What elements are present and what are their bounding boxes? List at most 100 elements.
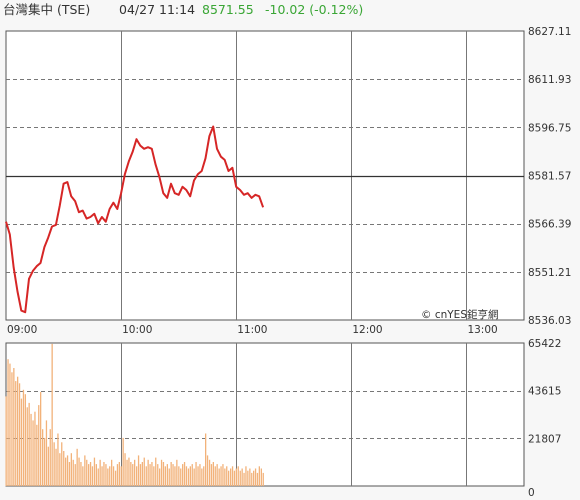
volume-bar	[68, 462, 71, 486]
volume-bar	[47, 446, 49, 486]
volume-bar	[118, 462, 120, 486]
volume-bar	[74, 464, 76, 486]
volume-bar	[180, 468, 182, 486]
volume-bar	[122, 437, 124, 486]
volume-bar	[43, 437, 46, 486]
volume-bar	[30, 413, 32, 486]
y-tick-label: 8596.75	[528, 122, 571, 134]
volume-bar	[65, 457, 67, 486]
volume-bar	[172, 464, 174, 486]
volume-bar	[193, 468, 195, 486]
volume-bar	[49, 429, 51, 486]
volume-bar	[109, 466, 111, 486]
volume-bar	[128, 457, 130, 486]
volume-bar	[91, 466, 94, 486]
volume-y-tick-label: 21807	[528, 433, 561, 445]
volume-bar	[42, 429, 44, 486]
volume-bar	[76, 448, 78, 486]
volume-bar	[45, 420, 48, 486]
volume-bar	[178, 466, 180, 486]
volume-bar	[61, 442, 63, 486]
volume-bar	[11, 372, 13, 486]
volume-bar	[57, 433, 59, 486]
volume-bar	[59, 453, 61, 486]
volume-bar	[183, 462, 186, 486]
volume-bar	[101, 466, 103, 486]
volume-bar	[15, 381, 17, 486]
volume-bar	[139, 464, 142, 486]
index-title: 台灣集中 (TSE)	[3, 2, 91, 17]
volume-bar	[206, 455, 209, 486]
volume-bar	[220, 466, 222, 486]
volume-bar	[88, 464, 90, 486]
volume-bar	[93, 457, 96, 486]
volume-bar	[164, 466, 166, 486]
y-tick-label: 8566.39	[528, 219, 571, 231]
volume-bar	[86, 459, 88, 486]
price-panel: 09:00 10:00 11:00 12:00 13:00 8627.11 8611.93 8…	[5, 26, 571, 336]
volume-bar	[162, 462, 165, 486]
volume-bar	[143, 457, 145, 486]
volume-bar	[176, 459, 178, 486]
volume-bar	[222, 464, 224, 486]
volume-bar	[203, 466, 205, 486]
price-plot-area	[5, 30, 525, 321]
x-tick-label: 09:00	[7, 324, 37, 336]
volume-bar	[258, 466, 260, 486]
volume-y-tick-label: 43615	[528, 386, 561, 398]
volume-bar	[72, 459, 74, 486]
volume-bar	[199, 464, 201, 486]
volume-bar	[231, 466, 234, 486]
volume-bar	[149, 464, 151, 486]
volume-bar	[191, 464, 193, 486]
volume-bar	[254, 468, 257, 486]
volume-bar	[95, 464, 97, 486]
volume-bar	[99, 459, 101, 486]
volume-bar	[253, 470, 255, 486]
volume-bar	[245, 466, 247, 486]
last-price: 8571.55	[202, 2, 254, 17]
volume-bar	[210, 464, 213, 486]
volume-bar	[228, 470, 230, 486]
volume-bar	[114, 470, 117, 486]
y-tick-label: 8581.57	[528, 171, 571, 183]
volume-bar	[170, 462, 172, 486]
volume-bar	[120, 466, 122, 486]
volume-bar	[262, 472, 264, 486]
y-tick-label: 8627.11	[528, 26, 571, 38]
price-series-line	[5, 125, 265, 314]
volume-bar	[201, 468, 203, 486]
volume-bar	[130, 462, 132, 486]
volume-plot-area	[5, 342, 525, 487]
volume-bar	[159, 468, 161, 486]
volume-y-tick-label: 65422	[528, 338, 561, 350]
volume-bar	[111, 459, 113, 486]
volume-bar	[124, 453, 126, 486]
volume-bar	[155, 457, 157, 486]
volume-bar	[22, 389, 25, 486]
volume-bar	[55, 448, 57, 486]
price-change: -10.02 (-0.12%)	[265, 2, 364, 17]
volume-bar	[84, 455, 86, 486]
volume-bar	[66, 455, 69, 486]
volume-bar	[63, 451, 65, 486]
y-tick-label: 8536.03	[528, 315, 571, 327]
volume-bar	[136, 466, 138, 486]
volume-bar	[18, 383, 21, 486]
volume-bar	[26, 407, 28, 486]
volume-bar	[5, 396, 7, 486]
volume-bar	[112, 466, 115, 486]
volume-bar	[137, 455, 140, 486]
volume-bar	[105, 464, 107, 486]
volume-bar	[36, 424, 38, 486]
volume-bar	[78, 457, 80, 486]
volume-bar	[189, 466, 191, 486]
volume-bar	[226, 466, 228, 486]
volume-bar	[197, 466, 199, 486]
volume-bar	[145, 466, 147, 486]
volume-bar	[147, 459, 149, 486]
volume-bar	[237, 466, 239, 486]
volume-bar	[195, 462, 197, 486]
volume-bar	[187, 468, 190, 486]
